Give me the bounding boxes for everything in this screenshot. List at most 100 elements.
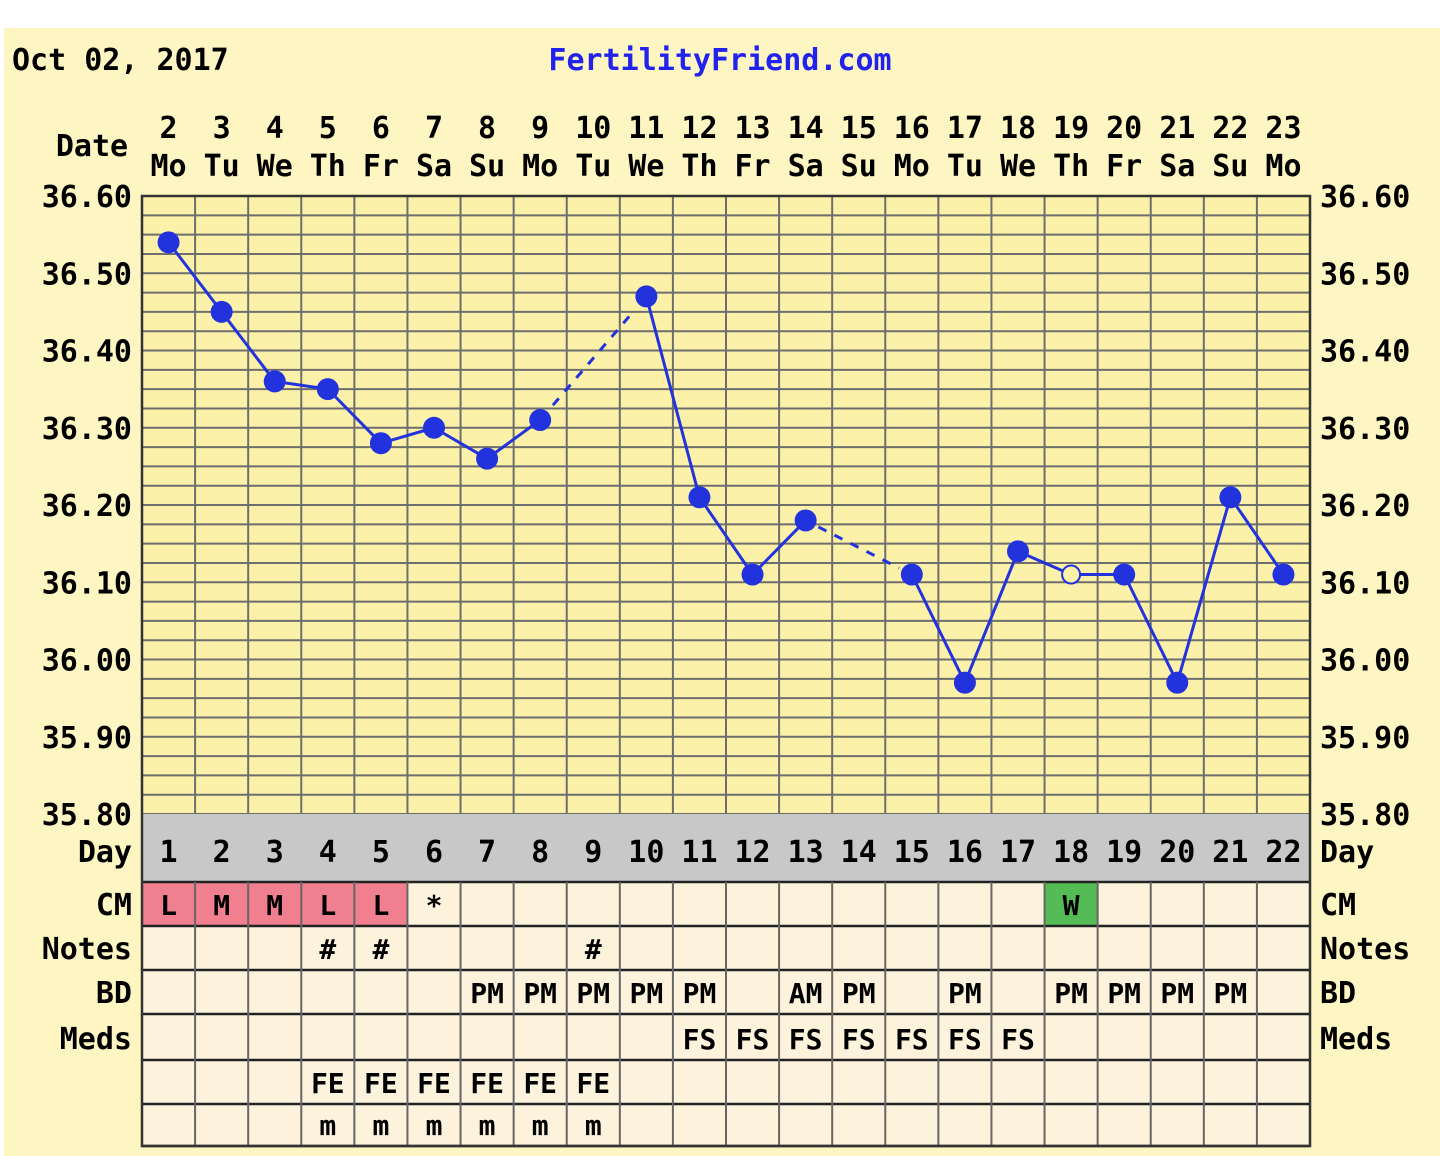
temperature-point xyxy=(369,432,392,455)
cm-cell-color xyxy=(1044,882,1098,926)
cycle-day-label: 5 xyxy=(372,835,390,870)
notes-cell-text: # xyxy=(319,933,336,966)
y-tick-label-right: 36.10 xyxy=(1320,566,1410,601)
y-tick-label-left: 35.80 xyxy=(42,798,132,833)
temperature-line xyxy=(220,310,276,383)
cycle-day-label: 14 xyxy=(841,835,877,870)
extra-2-cell-text: m xyxy=(319,1109,336,1142)
notes-cell-text: # xyxy=(372,933,389,966)
extra-2-cell-text: m xyxy=(479,1109,496,1142)
extra-2-cell-text: m xyxy=(372,1109,389,1142)
temperature-line xyxy=(1229,496,1285,576)
temperature-line xyxy=(167,241,223,313)
y-tick-label-left: 36.10 xyxy=(42,566,132,601)
day-row-label-right: Day xyxy=(1320,835,1374,870)
weekday-label: Th xyxy=(681,149,717,184)
bd-cell-text: PM xyxy=(470,977,504,1010)
weekday-label: Mo xyxy=(522,149,558,184)
extra-1-cell-text: FE xyxy=(311,1067,345,1100)
cycle-day-label: 15 xyxy=(894,835,930,870)
meds-cell-text: FS xyxy=(789,1023,823,1056)
date-label: 21 xyxy=(1159,111,1195,146)
date-label: 7 xyxy=(425,111,443,146)
temperature-line xyxy=(963,550,1020,684)
weekday-label: Mo xyxy=(894,149,930,184)
temperature-line xyxy=(698,496,754,576)
cycle-day-label: 2 xyxy=(213,835,231,870)
meds-row-label-left: Meds xyxy=(60,1022,132,1057)
y-tick-label-right: 36.50 xyxy=(1320,257,1410,292)
y-tick-label-left: 35.90 xyxy=(42,721,132,756)
temperature-line-dashed xyxy=(817,525,900,570)
bd-cell-text: PM xyxy=(630,977,664,1010)
weekday-label: Th xyxy=(310,149,346,184)
temperature-point xyxy=(1272,563,1295,586)
day-band xyxy=(142,814,1310,882)
cycle-day-label: 13 xyxy=(788,835,824,870)
temperature-point xyxy=(1007,540,1029,563)
cycle-day-label: 9 xyxy=(584,835,602,870)
y-tick-label-left: 36.20 xyxy=(42,489,132,524)
y-tick-label-left: 36.50 xyxy=(42,257,132,292)
meds-cell-text: FS xyxy=(736,1023,770,1056)
temperature-point xyxy=(423,416,445,439)
weekday-label: Sa xyxy=(416,149,452,184)
cm-cell-color xyxy=(248,882,302,926)
meds-cell-text: FS xyxy=(683,1023,717,1056)
weekday-label: Su xyxy=(841,149,877,184)
extra-2-cell-text: m xyxy=(426,1109,443,1142)
y-tick-label-right: 36.40 xyxy=(1320,335,1410,370)
cm-cell-text: L xyxy=(319,889,336,922)
date-label: 3 xyxy=(213,111,231,146)
y-tick-label-right: 36.30 xyxy=(1320,412,1410,447)
notes-row-label-left: Notes xyxy=(42,932,132,967)
plot-border xyxy=(140,194,1312,1148)
weekday-label: We xyxy=(257,149,293,184)
cycle-day-label: 21 xyxy=(1212,835,1248,870)
date-label: 11 xyxy=(628,111,664,146)
cycle-day-label: 7 xyxy=(478,835,496,870)
date-row-label: Date xyxy=(56,129,128,164)
extra-2-cell-text: m xyxy=(585,1109,602,1142)
temperature-line xyxy=(1175,496,1232,684)
day-row-label-left: Day xyxy=(78,835,132,870)
weekday-label: Sa xyxy=(788,149,824,184)
date-label: 17 xyxy=(947,111,983,146)
extra-1-cell-text: FE xyxy=(576,1067,610,1100)
temperature-point xyxy=(157,231,180,254)
date-label: 10 xyxy=(575,111,611,146)
weekday-label: Tu xyxy=(204,149,240,184)
temperature-point xyxy=(1166,671,1189,694)
date-label: 2 xyxy=(160,111,178,146)
temperature-point xyxy=(741,563,764,586)
date-label: 15 xyxy=(841,111,877,146)
bd-cell-text: PM xyxy=(683,977,717,1010)
bd-cell-text: PM xyxy=(1054,977,1088,1010)
y-tick-label-left: 36.60 xyxy=(42,180,132,215)
cycle-day-label: 1 xyxy=(160,835,178,870)
bd-cell-text: PM xyxy=(576,977,610,1010)
cm-cell-text: M xyxy=(213,889,230,922)
cycle-day-label: 17 xyxy=(1000,835,1036,870)
bd-cell-text: PM xyxy=(1107,977,1141,1010)
bd-cell-text: PM xyxy=(1214,977,1248,1010)
cycle-day-label: 8 xyxy=(531,835,549,870)
site-link[interactable]: FertilityFriend.com xyxy=(548,43,891,78)
y-tick-label-left: 36.30 xyxy=(42,412,132,447)
date-label: 9 xyxy=(531,111,549,146)
date-label: 5 xyxy=(319,111,337,146)
weekday-label: We xyxy=(628,149,664,184)
date-label: 13 xyxy=(734,111,770,146)
notes-cell-text: # xyxy=(585,933,602,966)
cycle-day-label: 4 xyxy=(319,835,337,870)
extra-1-cell-text: FE xyxy=(523,1067,557,1100)
meds-row-label-right: Meds xyxy=(1320,1022,1392,1057)
weekday-label: Su xyxy=(469,149,505,184)
cycle-day-label: 3 xyxy=(266,835,284,870)
date-label: 22 xyxy=(1212,111,1248,146)
cm-row-label-right: CM xyxy=(1320,888,1356,923)
cm-cell-text: L xyxy=(160,889,177,922)
temperature-line xyxy=(910,573,967,684)
